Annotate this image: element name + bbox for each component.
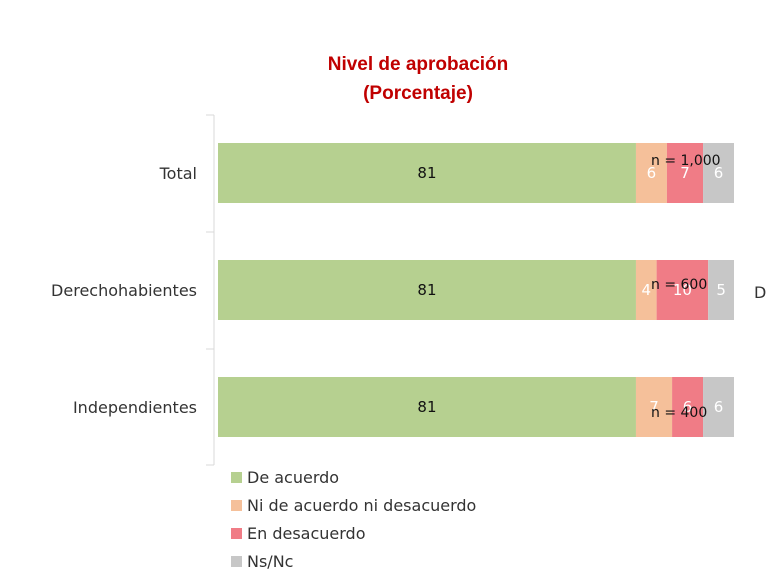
- category-label: Total: [159, 164, 197, 183]
- data-label: 7: [649, 398, 659, 416]
- data-label: 6: [683, 398, 693, 416]
- sample-size-label: n = 600: [651, 277, 707, 293]
- bar-segment: [666, 143, 704, 203]
- legend-swatch: [231, 472, 242, 483]
- axis-ticks: [206, 114, 214, 466]
- sample-size-labels: n = 1,000 n = 600 n = 400: [651, 153, 721, 421]
- legend-label: Ni de acuerdo ni desacuerdo: [247, 496, 476, 515]
- bar-segment: [656, 260, 709, 320]
- bar-segment: [218, 377, 636, 437]
- bar-segment: [672, 377, 704, 437]
- legend-label: En desacuerdo: [247, 524, 366, 543]
- bar-segment: [635, 377, 673, 437]
- legend-label: De acuerdo: [247, 468, 339, 487]
- legend-label: Ns/Nc: [247, 552, 293, 571]
- legend-swatch: [231, 556, 242, 567]
- bar-segment: [218, 260, 636, 320]
- legend-swatch: [231, 528, 242, 539]
- data-label: 6: [647, 164, 657, 182]
- bars-group: 81 6 7 6 81 4 10 5 81 7 6 6: [218, 143, 734, 437]
- bar-segment: [635, 260, 657, 320]
- data-label: 6: [714, 398, 724, 416]
- data-label: 4: [642, 281, 652, 299]
- category-labels: Total Derechohabientes Independientes: [51, 164, 197, 417]
- bar-segment: [703, 143, 734, 203]
- category-label: Independientes: [73, 398, 197, 417]
- sample-size-label: n = 400: [651, 405, 707, 421]
- legend: De acuerdo Ni de acuerdo ni desacuerdo En …: [231, 468, 476, 571]
- edge-text: D: [754, 283, 766, 302]
- bar-segment: [218, 143, 636, 203]
- data-label: 81: [417, 281, 436, 299]
- category-label: Derechohabientes: [51, 281, 197, 300]
- data-label: 7: [680, 164, 690, 182]
- bar-segment: [635, 143, 667, 203]
- data-label: 5: [716, 281, 726, 299]
- chart-subtitle: (Porcentaje): [363, 83, 473, 104]
- sample-size-label: n = 1,000: [651, 153, 721, 169]
- chart-title: Nivel de aprobación: [328, 54, 509, 75]
- data-label: 10: [673, 281, 692, 299]
- data-label: 81: [417, 164, 436, 182]
- bar-segment: [708, 260, 734, 320]
- data-label: 6: [714, 164, 724, 182]
- bar-segment: [703, 377, 734, 437]
- legend-swatch: [231, 500, 242, 511]
- data-label: 81: [417, 398, 436, 416]
